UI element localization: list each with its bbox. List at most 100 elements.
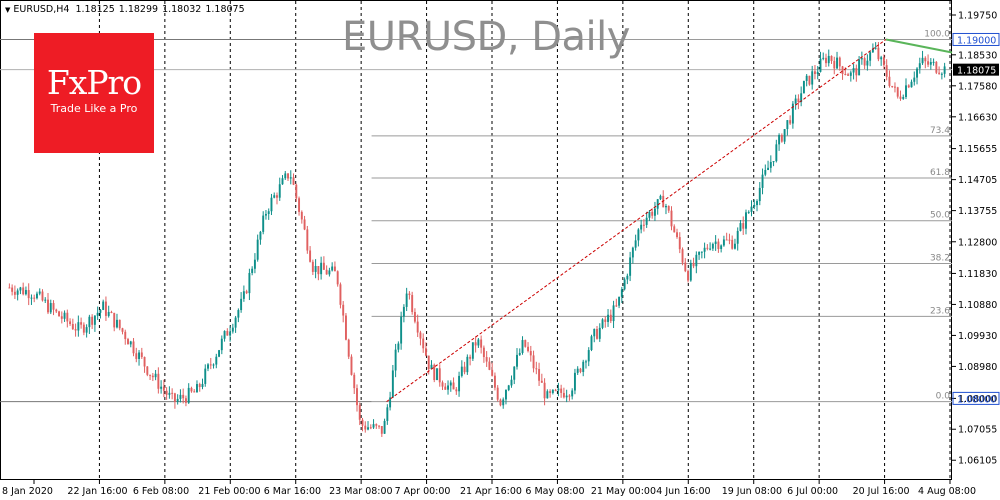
candle-body xyxy=(571,390,574,397)
candle-body xyxy=(656,199,659,209)
candle-body xyxy=(764,169,767,175)
x-axis-label: 6 Feb 08:00 xyxy=(133,486,189,497)
y-axis-label: 1.08980 xyxy=(958,362,997,373)
candle-body xyxy=(176,398,179,402)
candle-body xyxy=(190,387,193,392)
candle-body xyxy=(698,252,701,255)
candle-body xyxy=(852,68,855,73)
candle-body xyxy=(320,262,323,275)
candle-body xyxy=(510,379,513,386)
candle-body xyxy=(678,237,681,250)
candle-body xyxy=(513,366,516,380)
fib-level-label: 100.0 xyxy=(924,29,950,39)
candle-body xyxy=(733,243,736,249)
candle-body xyxy=(184,398,187,403)
candle-body xyxy=(441,382,444,387)
candle-body xyxy=(419,332,422,339)
candle-body xyxy=(642,224,645,226)
candle-body xyxy=(278,184,281,198)
candle-body xyxy=(769,162,772,168)
candle-body xyxy=(808,75,811,85)
candle-body xyxy=(758,187,761,202)
dropdown-arrow-icon[interactable]: ▼ xyxy=(5,6,11,14)
candle-body xyxy=(223,331,226,339)
x-axis-label: 4 Jun 16:00 xyxy=(656,486,710,497)
candle-body xyxy=(218,350,221,357)
chart-watermark: EURUSD, Daily xyxy=(342,14,630,60)
price-tag-box xyxy=(952,391,1000,405)
candle-body xyxy=(328,270,331,275)
y-axis-label: 1.19750 xyxy=(958,11,997,22)
candle-body xyxy=(298,198,301,212)
candle-body xyxy=(93,315,96,325)
candle-body xyxy=(720,245,723,250)
candle-body xyxy=(874,47,877,49)
chart-header: ▼ EURUSD,H4 1.18125 1.18299 1.18032 1.18075 xyxy=(5,4,249,15)
y-axis-label: 1.15655 xyxy=(958,144,997,155)
candle-body xyxy=(703,247,706,252)
candle-body xyxy=(212,364,215,366)
candle-body xyxy=(640,224,643,230)
x-axis-label: 19 Jun 08:00 xyxy=(722,486,782,497)
candle-body xyxy=(118,319,121,329)
candle-body xyxy=(314,266,317,272)
candle-body xyxy=(149,374,152,376)
candle-body xyxy=(41,291,44,301)
candle-body xyxy=(193,391,196,393)
candle-body xyxy=(234,317,237,328)
candle-body xyxy=(521,340,524,353)
x-axis-label: 7 Apr 00:00 xyxy=(395,486,451,497)
candle-body xyxy=(568,395,571,397)
candle-body xyxy=(449,382,452,386)
candle-body xyxy=(47,299,49,313)
candle-body xyxy=(482,347,485,358)
candle-body xyxy=(929,62,932,65)
candle-body xyxy=(880,57,883,60)
candle-body xyxy=(196,384,198,393)
candle-body xyxy=(55,309,58,312)
candle-body xyxy=(124,331,127,340)
candle-body xyxy=(256,239,259,260)
y-axis-label: 1.14705 xyxy=(958,175,997,186)
candle-body xyxy=(405,293,408,307)
candle-body xyxy=(562,392,565,398)
candle-body xyxy=(391,370,394,398)
candle-body xyxy=(518,352,521,355)
candle-body xyxy=(596,329,598,339)
candle-body xyxy=(311,261,314,272)
candle-body xyxy=(424,348,427,356)
candle-body xyxy=(408,293,411,296)
y-axis-label: 1.06105 xyxy=(958,456,997,467)
candle-body xyxy=(728,239,731,241)
candle-body xyxy=(665,205,667,208)
candle-body xyxy=(287,173,289,179)
candle-body xyxy=(344,315,347,340)
candle-body xyxy=(551,389,554,393)
candle-body xyxy=(916,68,918,78)
candle-body xyxy=(604,319,607,322)
candle-body xyxy=(460,366,463,376)
candle-body xyxy=(833,60,836,69)
candle-body xyxy=(204,368,207,384)
candle-body xyxy=(940,73,943,75)
candle-body xyxy=(507,385,510,390)
candle-body xyxy=(684,262,687,272)
resistance-line xyxy=(885,38,953,54)
candle-body xyxy=(66,312,69,322)
candle-body xyxy=(273,195,276,198)
candle-body xyxy=(855,68,858,76)
candle-body xyxy=(825,57,827,64)
candle-body xyxy=(281,178,284,185)
y-axis-label: 1.08000 xyxy=(958,394,997,405)
candle-body xyxy=(433,364,436,381)
candle-body xyxy=(844,73,847,75)
candle-body xyxy=(813,71,816,75)
y-axis-label: 1.10880 xyxy=(958,300,997,311)
candle-body xyxy=(38,291,41,294)
candle-body xyxy=(237,310,240,318)
candle-body xyxy=(863,58,866,66)
candle-body xyxy=(173,393,176,402)
candle-body xyxy=(667,205,670,211)
